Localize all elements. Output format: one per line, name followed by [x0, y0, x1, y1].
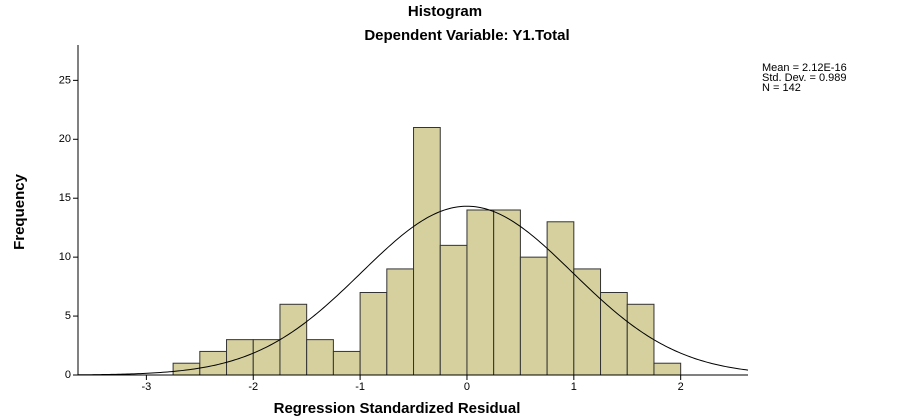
- bar: [493, 209, 521, 376]
- bar: [600, 292, 628, 376]
- y-tick-label: 20: [59, 133, 71, 145]
- y-axis-title: Frequency: [11, 173, 28, 250]
- x-tick-label: 1: [571, 381, 577, 393]
- y-tick-label: 25: [59, 74, 71, 86]
- bar: [359, 292, 388, 376]
- bar: [573, 268, 602, 376]
- bar: [653, 362, 682, 376]
- bar: [279, 303, 308, 376]
- normal-curve: [77, 205, 749, 376]
- bar: [439, 244, 468, 376]
- x-tick-label: -3: [141, 381, 151, 393]
- x-axis-title: Regression Standardized Residual: [274, 400, 521, 417]
- bar: [519, 256, 548, 376]
- chart-title: Histogram: [408, 3, 482, 20]
- bar: [466, 209, 495, 376]
- x-tick-label: -1: [355, 381, 365, 393]
- x-tick-label: 0: [464, 381, 470, 393]
- stat-label: Mean = 2.12E-16: [762, 62, 847, 74]
- bar: [546, 221, 575, 376]
- y-tick-label: 10: [59, 251, 71, 263]
- bar: [413, 127, 441, 376]
- bar: [226, 339, 254, 376]
- bar: [306, 339, 334, 376]
- bar: [332, 350, 361, 376]
- bar: [252, 339, 281, 376]
- y-tick-label: 0: [65, 369, 71, 381]
- stat-label: Std. Dev. = 0.989: [762, 72, 847, 84]
- x-tick-label: 2: [678, 381, 684, 393]
- y-tick-label: 15: [59, 192, 71, 204]
- x-tick-label: -2: [248, 381, 258, 393]
- y-tick-label: 5: [65, 310, 71, 322]
- bar: [386, 268, 415, 376]
- chart-subtitle: Dependent Variable: Y1.Total: [364, 27, 569, 44]
- stat-label: N = 142: [762, 82, 801, 94]
- bar: [626, 303, 655, 376]
